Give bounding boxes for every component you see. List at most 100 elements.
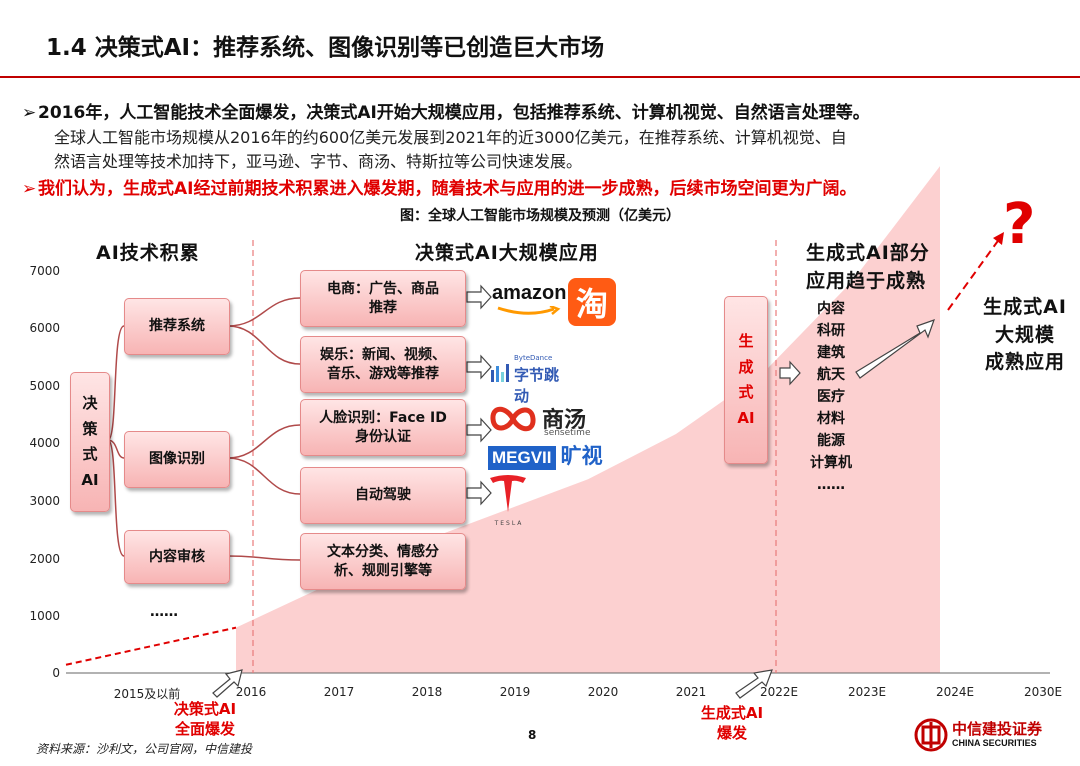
citic-emblem-icon — [914, 718, 948, 752]
x-tick: 2030E — [1023, 685, 1063, 699]
tree-ellipsis: …… — [150, 604, 178, 620]
box-autonomous-driving: 自动驾驶 — [300, 467, 466, 524]
tree-connectors — [107, 297, 301, 561]
gen-ai-box: 生 成 式 AI — [724, 296, 768, 464]
field-item: 建筑 — [817, 345, 845, 361]
amazon-smile-icon — [497, 306, 561, 315]
section-gen-partial-2: 应用趋于成熟 — [806, 270, 927, 292]
field-item: 内容 — [817, 301, 845, 317]
bullet-arrow-icon: ➢ — [22, 103, 37, 123]
citic-cn-name: 中信建投证券 — [952, 720, 1043, 738]
box-face-recognition: 人脸识别：Face ID 身份认证 — [300, 399, 466, 456]
hollow-arrows — [212, 284, 935, 699]
y-tick: 7000 — [29, 264, 60, 278]
bytedance-bars-icon — [491, 364, 509, 382]
sensetime-logo: 商汤 sensetime — [490, 402, 610, 438]
x-tick: 2019 — [499, 685, 531, 699]
root-char: 式 — [82, 445, 98, 463]
section-gen-partial-1: 生成式AI部分 — [806, 242, 930, 264]
nlp-line1: 文本分类、情感分 — [327, 543, 439, 560]
tesla-wordmark: TESLA — [494, 520, 524, 527]
burst-line: 全面爆发 — [174, 719, 235, 738]
x-tick: 2023E — [847, 685, 887, 699]
page-title: 1.4 决策式AI：推荐系统、图像识别等已创造巨大市场 — [46, 35, 605, 61]
bullet-3-text: 我们认为，生成式AI经过前期技术积累进入爆发期，随着技术与应用的进一步成熟，后续… — [38, 179, 857, 199]
section-gen-mature-1: 生成式AI — [983, 296, 1067, 318]
bullet-2-line1: 全球人工智能市场规模从2016年的约600亿美元发展到2021年的近3000亿美… — [54, 128, 847, 147]
box-ecommerce: 电商：广告、商品 推荐 — [300, 270, 466, 327]
gen-char: 生 — [738, 332, 754, 350]
burst-line: 爆发 — [716, 723, 747, 742]
bullet-arrow-icon: ➢ — [22, 179, 37, 199]
y-tick: 5000 — [29, 379, 60, 393]
bytedance-small-text: ByteDance — [514, 354, 553, 362]
y-tick: 6000 — [29, 321, 60, 335]
field-item: 计算机 — [810, 455, 852, 471]
sensetime-infinity-icon — [490, 406, 536, 432]
tesla-logo: TESLA — [486, 472, 532, 532]
taobao-logo: 淘 — [568, 278, 616, 326]
sensetime-wordmark: 商汤 — [542, 408, 587, 433]
entertainment-line1: 娱乐：新闻、视频、 — [320, 346, 446, 363]
box-recommendation: 推荐系统 — [124, 298, 230, 355]
trend-arrowhead — [993, 232, 1004, 245]
tesla-t-icon — [490, 475, 526, 512]
x-tick: 2024E — [935, 685, 975, 699]
citic-en-name: CHINA SECURITIES — [952, 738, 1037, 748]
y-tick: 0 — [52, 666, 60, 680]
burst-line: 决策式AI — [173, 700, 237, 718]
ecommerce-line1: 电商：广告、商品 — [327, 280, 439, 297]
bullet-1: ➢ 2016年，人工智能技术全面爆发，决策式AI开始大规模应用，包括推荐系统、计算… — [22, 98, 870, 123]
field-item: 医疗 — [817, 389, 845, 405]
x-tick: 2020 — [587, 685, 619, 699]
field-item: …… — [817, 477, 845, 493]
nlp-line2: 析、规则引擎等 — [334, 562, 432, 579]
label-decision-ai-burst: 决策式AI 全面爆发 — [160, 700, 250, 739]
bytedance-wordmark: 字节跳动 — [514, 366, 560, 405]
field-item: 科研 — [817, 323, 845, 339]
bullet-2-line2: 然语言处理等技术加持下，亚马逊、字节、商汤、特斯拉等公司快速发展。 — [54, 152, 583, 171]
title-divider — [0, 76, 1080, 78]
root-char: 策 — [82, 419, 98, 438]
field-item: 能源 — [817, 433, 845, 449]
section-ai-accumulation: AI技术积累 — [96, 242, 200, 264]
section-gen-mature-2: 大规模 — [994, 324, 1055, 346]
root-box-decision-ai: 决 策 式 AI — [70, 372, 110, 512]
box-nlp: 文本分类、情感分 析、规则引擎等 — [300, 533, 466, 590]
source-note: 资料来源：沙利文，公司官网，中信建投 — [36, 742, 253, 756]
y-tick: 2000 — [29, 552, 60, 566]
megvii-logo: MEGVII 旷视 — [488, 440, 612, 470]
box-image-recognition: 图像识别 — [124, 431, 230, 488]
root-char: 决 — [82, 394, 98, 412]
megvii-wordmark: MEGVII — [488, 446, 556, 470]
x-tick: 2018 — [411, 685, 443, 699]
entertainment-line2: 音乐、游戏等推荐 — [327, 365, 439, 382]
chart-title: 图：全球人工智能市场规模及预测（亿美元） — [400, 208, 680, 224]
section-decision-ai: 决策式AI大规模应用 — [415, 242, 599, 264]
x-tick: 2016 — [235, 685, 267, 699]
gen-char: AI — [737, 408, 755, 427]
root-char: AI — [81, 470, 99, 489]
citic-logo: 中信建投证券 CHINA SECURITIES — [914, 716, 1074, 756]
amazon-wordmark: amazon — [492, 282, 567, 304]
y-tick: 4000 — [29, 436, 60, 450]
field-item: 航天 — [817, 367, 845, 383]
megvii-cn: 旷视 — [560, 444, 603, 468]
burst-line: 生成式AI — [700, 704, 764, 722]
question-mark-icon: ? — [1003, 192, 1036, 257]
pre-2016-trend-line — [65, 626, 237, 666]
x-tick: 2015及以前 — [113, 687, 181, 701]
bytedance-logo: ByteDance 字节跳动 — [490, 354, 570, 405]
y-tick: 3000 — [29, 494, 60, 508]
trend-arrow — [947, 237, 1001, 311]
box-content-review: 内容审核 — [124, 530, 230, 584]
section-gen-mature-3: 成熟应用 — [984, 351, 1065, 373]
gen-ai-fields: 内容 科研 建筑 航天 医疗 材料 能源 计算机 …… — [796, 298, 866, 496]
ecommerce-line2: 推荐 — [369, 299, 397, 316]
face-line1: 人脸识别：Face ID — [319, 409, 447, 426]
sensetime-subtext: sensetime — [544, 428, 591, 438]
face-line2: 身份认证 — [355, 428, 411, 445]
label-gen-ai-burst: 生成式AI 爆发 — [687, 704, 777, 743]
field-item: 材料 — [817, 411, 845, 427]
page-number: 8 — [528, 728, 537, 742]
